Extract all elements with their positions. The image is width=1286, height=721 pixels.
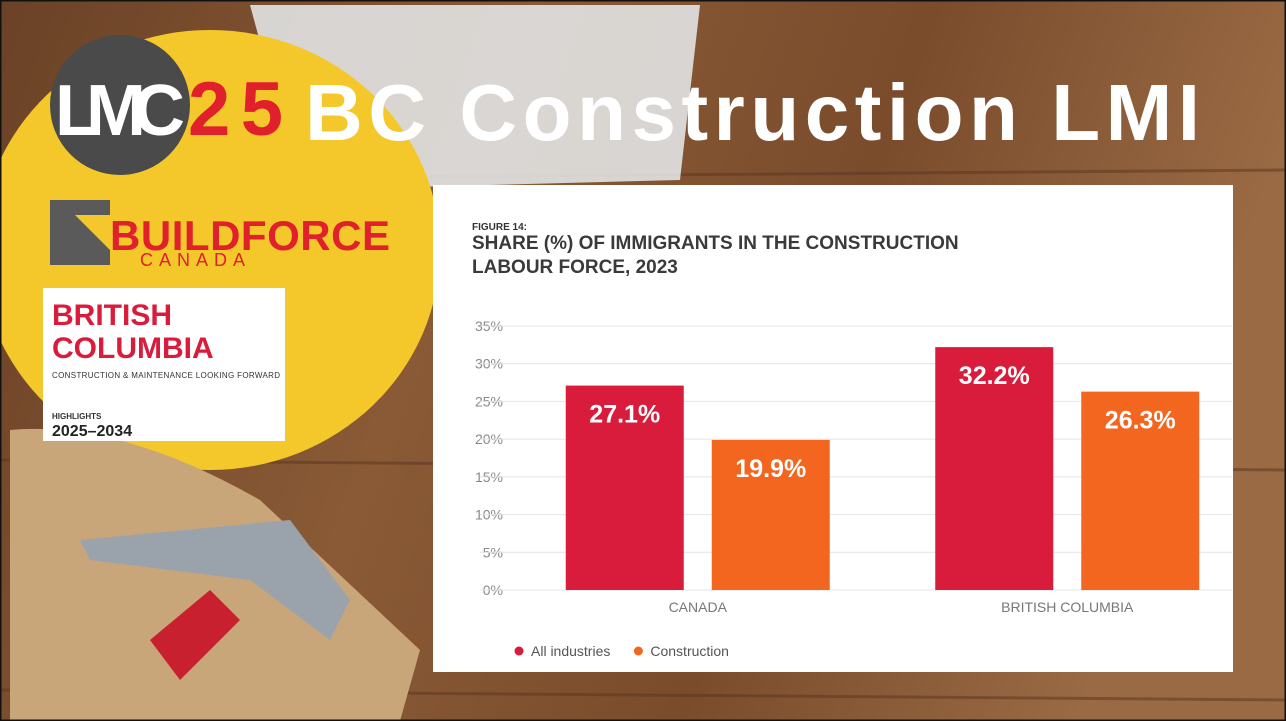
bar: [565, 385, 684, 590]
buildforce-mark: [50, 200, 110, 265]
legend-label: All industries: [531, 643, 610, 659]
figure-label: FIGURE 14:: [472, 222, 527, 233]
hammer-head: [80, 520, 350, 640]
bar: [1081, 391, 1200, 590]
buildforce-name: BUILDFORCE: [110, 212, 390, 259]
hammer-handle: [150, 590, 240, 680]
value-label: 27.1%: [589, 401, 660, 429]
chart-title: SHARE (%) OF IMMIGRANTS IN THE CONSTRUCT…: [472, 233, 959, 254]
chart-title: LABOUR FORCE, 2023: [472, 257, 678, 278]
report-line1: BRITISH: [52, 299, 172, 332]
x-tick-label: CANADA: [669, 599, 728, 615]
value-label: 26.3%: [1105, 407, 1176, 435]
x-tick-label: BRITISH COLUMBIA: [1001, 599, 1134, 615]
value-label: 19.9%: [735, 455, 806, 483]
bar: [711, 439, 830, 590]
report-subtitle: CONSTRUCTION & MAINTENANCE LOOKING FORWA…: [52, 371, 280, 380]
value-label: 32.2%: [959, 362, 1030, 390]
legend-label: Construction: [650, 643, 729, 659]
buildforce-country: CANADA: [140, 250, 251, 270]
bar: [935, 347, 1054, 590]
report-label: HIGHLIGHTS: [52, 412, 102, 421]
report-line2: COLUMBIA: [52, 332, 214, 365]
slide-title: BC Construction LMI: [305, 68, 1200, 157]
logo-circle: [50, 35, 190, 175]
report-years: 2025–2034: [52, 423, 132, 440]
logo-left: LMC: [55, 71, 185, 151]
legend-marker: [514, 646, 524, 656]
report-card: [43, 288, 285, 441]
legend-marker: [633, 646, 643, 656]
